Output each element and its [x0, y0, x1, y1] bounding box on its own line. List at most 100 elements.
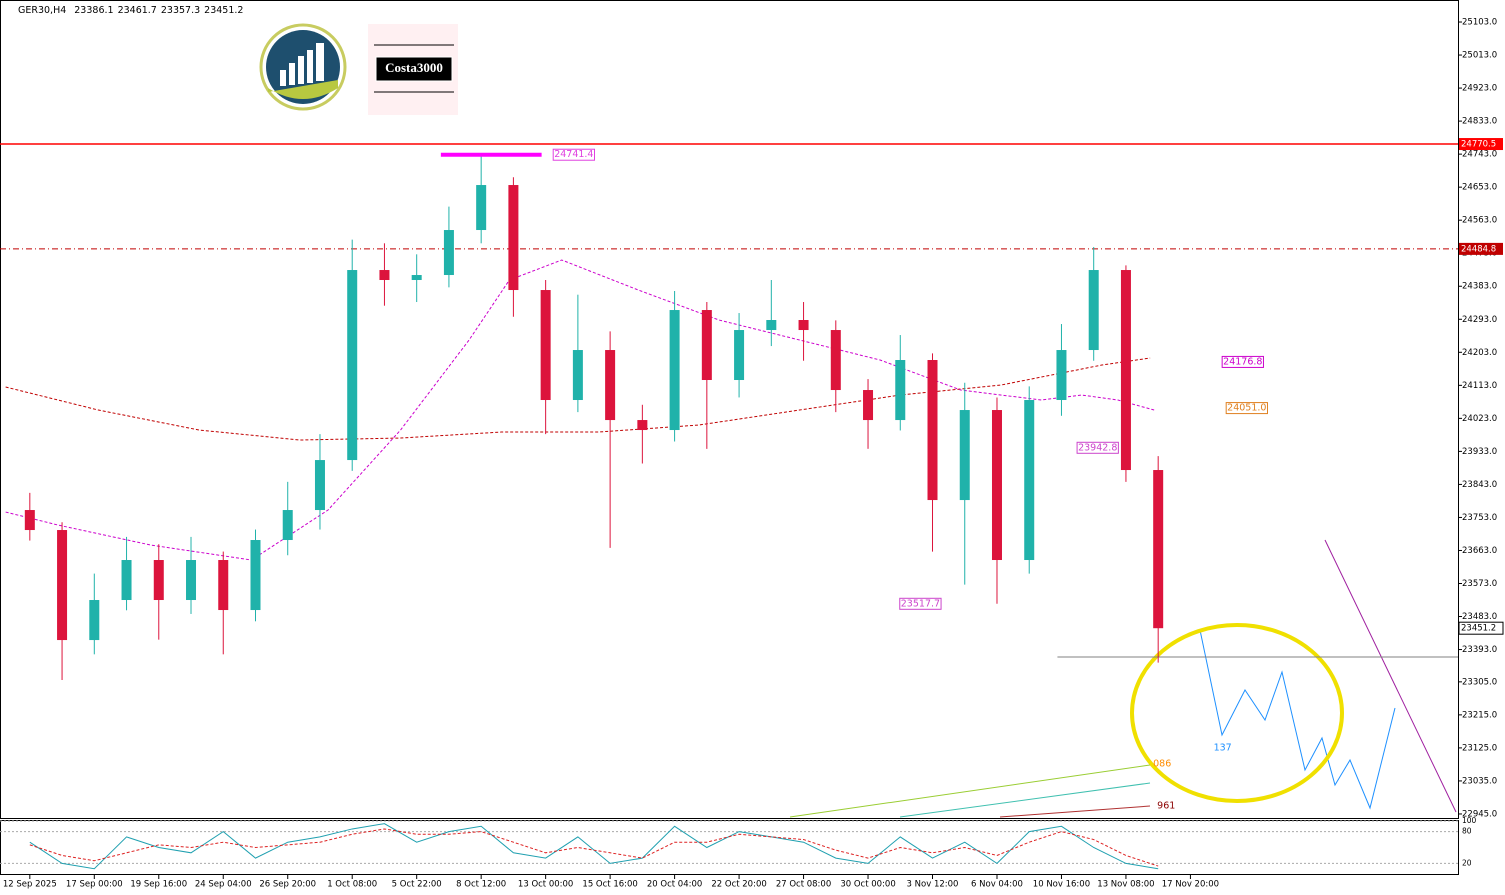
- x-tick-label: 27 Oct 08:00: [776, 880, 831, 890]
- y-tick-label: 23933.0: [1462, 447, 1497, 457]
- candle-body: [1153, 470, 1164, 629]
- y-tick-label: 23483.0: [1462, 612, 1497, 622]
- moving-average: [5, 259, 1155, 561]
- oscillator-frame: [0, 820, 1459, 875]
- y-tick-label: 23663.0: [1462, 546, 1497, 556]
- x-tick-label: 15 Oct 16:00: [582, 880, 637, 890]
- y-tick-label: 23035.0: [1462, 776, 1497, 786]
- candle-body: [863, 390, 874, 421]
- price-annotation: 24051.0: [1227, 403, 1266, 414]
- price-annotation: 137: [1214, 742, 1232, 753]
- candle-body: [1056, 350, 1067, 401]
- candle-body: [734, 330, 745, 381]
- candle-body: [927, 360, 938, 501]
- candle-body: [540, 290, 551, 401]
- y-tick-label: 23215.0: [1462, 710, 1497, 720]
- x-tick-label: 3 Nov 12:00: [907, 880, 959, 890]
- level-tag-label: 24770.5: [1461, 140, 1496, 150]
- candle-body: [476, 185, 487, 231]
- x-tick-label: 30 Oct 00:00: [840, 880, 895, 890]
- candle-body: [218, 560, 229, 611]
- y-tick-label: 24833.0: [1462, 117, 1497, 127]
- level-tag: [1459, 138, 1503, 151]
- ohlc-value: 23461.7: [118, 5, 157, 16]
- candle-body: [669, 310, 680, 431]
- osc-tick-label: 20: [1462, 858, 1472, 867]
- osc-tick-label: 80: [1462, 827, 1472, 836]
- y-tick-label: 24563.0: [1462, 216, 1497, 226]
- candle-body: [250, 540, 261, 611]
- y-tick-label: 22945.0: [1462, 809, 1497, 819]
- x-tick-label: 19 Sep 16:00: [130, 880, 187, 890]
- candle-body: [1120, 270, 1131, 471]
- x-tick-label: 13 Nov 08:00: [1097, 880, 1154, 890]
- price-annotation: 086: [1153, 759, 1171, 770]
- price-annotation: 23942.8: [1078, 442, 1117, 453]
- candle-body: [766, 320, 777, 331]
- x-tick-label: 8 Oct 12:00: [456, 880, 506, 890]
- candle-body: [798, 320, 809, 331]
- ohlc-value: 23386.1: [74, 5, 113, 16]
- x-tick-label: 20 Oct 04:00: [647, 880, 702, 890]
- candle-body: [895, 360, 906, 421]
- x-tick-label: 13 Oct 00:00: [518, 880, 573, 890]
- candle-body: [830, 330, 841, 391]
- candle-body: [24, 510, 35, 531]
- moving-average: [5, 357, 1151, 441]
- candle-body: [637, 420, 648, 431]
- y-tick-label: 24203.0: [1462, 348, 1497, 358]
- x-tick-label: 6 Nov 04:00: [971, 880, 1023, 890]
- annotation-box: [1076, 441, 1119, 454]
- price-annotation: 23517.7: [901, 598, 940, 609]
- price-annotation: 24741.4: [554, 149, 593, 160]
- y-tick-label: 23125.0: [1462, 743, 1497, 753]
- candle-body: [701, 310, 712, 381]
- candle-body: [121, 560, 132, 601]
- candle-body: [314, 460, 325, 511]
- y-tick-label: 25103.0: [1462, 18, 1497, 28]
- y-tick-label: 25013.0: [1462, 51, 1497, 61]
- y-tick-label: 24923.0: [1462, 84, 1497, 94]
- candle-body: [443, 230, 454, 276]
- candle-body: [1088, 270, 1099, 351]
- annotation-box: [1221, 355, 1264, 368]
- level-tag-label: 24484.8: [1461, 244, 1496, 254]
- y-tick-label: 24023.0: [1462, 414, 1497, 424]
- x-tick-label: 24 Sep 04:00: [195, 880, 252, 890]
- level-tag: [1459, 242, 1503, 255]
- osc-line: [29, 823, 1159, 870]
- price-annotation: 24176.8: [1223, 356, 1262, 367]
- y-tick-label: 24293.0: [1462, 315, 1497, 325]
- y-tick-label: 23843.0: [1462, 480, 1497, 490]
- x-tick-label: 22 Oct 20:00: [711, 880, 766, 890]
- y-tick-label: 23573.0: [1462, 579, 1497, 589]
- candle-body: [959, 410, 970, 501]
- price-annotation: 961: [1157, 800, 1175, 811]
- x-tick-label: 17 Sep 00:00: [66, 880, 123, 890]
- current-price-label: 23451.2: [1461, 624, 1496, 634]
- price-frame: [0, 0, 1459, 819]
- annotation-box: [552, 148, 595, 161]
- watermark-text: Costa3000: [385, 60, 443, 75]
- candle-body: [605, 350, 616, 421]
- candle-body: [1024, 400, 1035, 561]
- candle-body: [282, 510, 293, 541]
- candle-body: [508, 185, 519, 291]
- x-tick-label: 12 Sep 2025: [3, 880, 57, 890]
- x-tick-label: 10 Nov 16:00: [1033, 880, 1090, 890]
- forecast-drawing: [789, 539, 1457, 818]
- annotation-box: [899, 597, 942, 610]
- candle-body: [411, 275, 422, 281]
- y-tick-label: 24383.0: [1462, 282, 1497, 292]
- osc-tick-label: 100: [1462, 816, 1477, 825]
- x-tick-label: 26 Sep 20:00: [259, 880, 316, 890]
- candle-body: [89, 600, 100, 641]
- symbol-readout: GER30,H4 23386.1 23461.7 23357.3 23451.2: [18, 5, 243, 16]
- y-tick-label: 24743.0: [1462, 150, 1497, 160]
- y-tick-label: 23753.0: [1462, 513, 1497, 523]
- candle-body: [153, 560, 164, 601]
- current-price-tag: [1458, 621, 1504, 635]
- y-tick-label: 24653.0: [1462, 183, 1497, 193]
- candle-body: [57, 530, 68, 641]
